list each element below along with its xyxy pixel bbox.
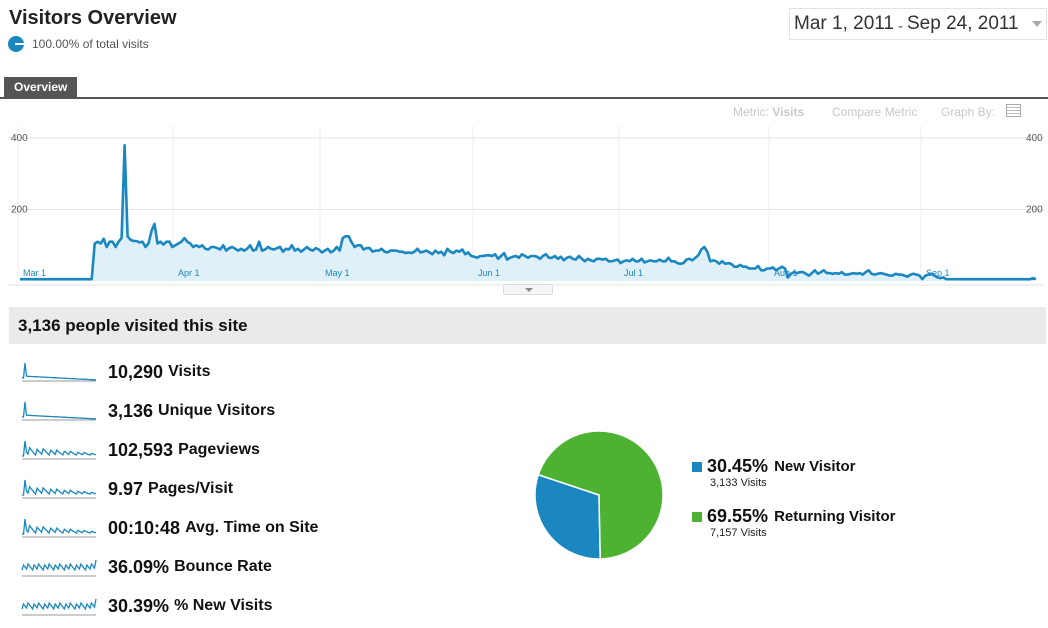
metric-row[interactable]: 3,136 Unique Visitors (21, 399, 275, 423)
new-visitor-label[interactable]: New Visitor (774, 458, 856, 475)
y-tick-label-left: 400 (11, 133, 28, 144)
metric-row[interactable]: 36.09% Bounce Rate (21, 555, 272, 579)
sparkline-path (22, 362, 97, 381)
x-tick-label: Aug 1 (774, 268, 798, 278)
date-range-picker[interactable]: Mar 1, 2011 - Sep 24, 2011 (789, 8, 1047, 40)
sparkline-path (22, 440, 97, 457)
page-title: Visitors Overview (9, 7, 177, 29)
sparkline-chart (22, 401, 97, 421)
new-visitor-percent: 30.45% (707, 456, 769, 476)
metric-row[interactable]: 00:10:48 Avg. Time on Site (21, 516, 318, 540)
segment-text: 100.00% of total visits (32, 37, 149, 51)
x-tick-label: Mar 1 (23, 268, 46, 278)
metric-value: 00:10:48 (108, 517, 181, 538)
date-end: Sep 24, 2011 (906, 13, 1019, 34)
metric-label: Avg. Time on Site (185, 519, 319, 536)
metric-prefix: Metric: (733, 105, 769, 119)
sparkline-chart (22, 440, 97, 460)
date-start: Mar 1, 2011 (794, 13, 894, 34)
visits-series-line (20, 143, 1037, 281)
sparkline-path (22, 479, 97, 496)
tab-overview[interactable]: Overview (4, 77, 78, 97)
metric-value: Visits (772, 105, 805, 119)
returning-visitor-label[interactable]: Returning Visitor (774, 508, 896, 525)
metric-value: 3,136 (108, 400, 154, 421)
sparkline-chart (21, 559, 97, 577)
segment-indicator[interactable]: 100.00% of total visits (8, 35, 149, 53)
tab-divider (0, 97, 1048, 99)
x-tick-label: Jul 1 (624, 268, 643, 278)
x-tick-label: Apr 1 (178, 268, 200, 278)
metric-row[interactable]: 9.97 Pages/Visit (21, 477, 233, 501)
date-separator: - (897, 17, 903, 35)
pie-slice (537, 430, 664, 560)
sparkline-chart (22, 362, 97, 382)
sparkline-chart (21, 598, 97, 616)
metric-value: 36.09% (108, 556, 170, 577)
summary-headline: 3,136 people visited this site (9, 307, 1046, 344)
metric-label: Pageviews (178, 441, 260, 458)
x-tick-label: Jun 1 (478, 268, 500, 278)
returning-visitor-percent: 69.55% (707, 506, 769, 526)
new-visitor-swatch (692, 461, 702, 472)
sparkline-chart (22, 479, 97, 499)
metric-label: Pages/Visit (148, 480, 234, 497)
legend-new-visitor: 30.45% New Visitor (692, 456, 855, 477)
dropdown-arrow-icon[interactable] (1032, 21, 1042, 27)
pie-slice (534, 473, 602, 560)
x-tick-label: May 1 (325, 268, 350, 278)
y-tick-label-right: 200 (1026, 205, 1043, 216)
new-visitor-visits: 3,133 Visits (710, 477, 767, 489)
visits-area (20, 145, 1036, 281)
returning-visitor-swatch (692, 511, 702, 522)
visitor-type-pie-chart (534, 430, 664, 560)
sparkline-chart (22, 518, 97, 538)
metric-label: Bounce Rate (174, 558, 272, 575)
x-tick-label: Sep 1 (926, 268, 950, 278)
metric-row[interactable]: 30.39%% New Visits (21, 594, 272, 618)
metric-label: Unique Visitors (158, 402, 276, 419)
sparkline-path (22, 401, 97, 420)
y-tick-label-right: 400 (1026, 133, 1043, 144)
metric-label: Visits (168, 363, 211, 380)
metric-row[interactable]: 102,593 Pageviews (21, 438, 260, 462)
compare-metric-link[interactable]: Compare Metric (832, 105, 918, 119)
sparkline-path (21, 559, 97, 572)
graph-by-calendar-icon[interactable] (1006, 104, 1021, 117)
metric-value: 9.97 (108, 478, 144, 499)
chart-resize-handle[interactable] (503, 284, 553, 295)
legend-returning-visitor: 69.55% Returning Visitor (692, 506, 895, 527)
segment-pie-icon (8, 36, 24, 52)
metric-row[interactable]: 10,290 Visits (21, 360, 210, 384)
metric-selector[interactable]: Metric: Visits (733, 105, 804, 119)
metric-value: 30.39% (108, 595, 170, 616)
metric-label: % New Visits (174, 597, 273, 614)
sparkline-path (21, 598, 97, 611)
metric-value: 102,593 (108, 439, 174, 460)
y-tick-label-left: 200 (11, 205, 28, 216)
graph-by-label: Graph By: (941, 105, 996, 119)
sparkline-path (22, 518, 97, 535)
visits-line-chart: 400 400 200 200 Mar 1 Apr 1 May 1 Jun 1 Jul 1 Aug… (8, 126, 1044, 286)
metric-value: 10,290 (108, 361, 164, 382)
returning-visitor-visits: 7,157 Visits (710, 527, 767, 539)
